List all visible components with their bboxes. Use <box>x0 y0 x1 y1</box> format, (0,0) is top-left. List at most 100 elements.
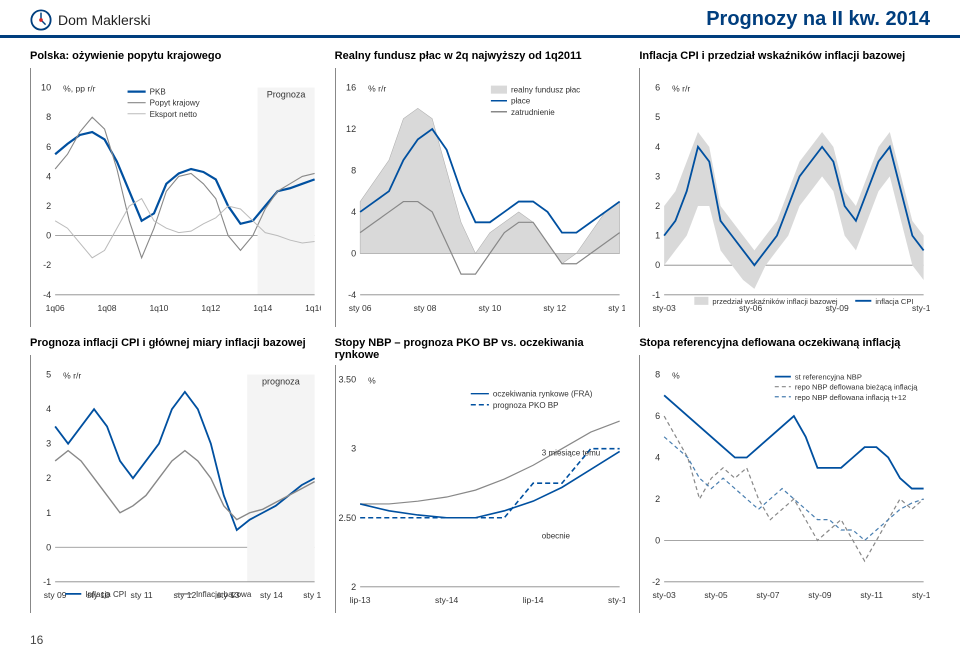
svg-text:3: 3 <box>351 443 356 453</box>
chart-cell-2: Inflacja CPI i przedział wskaźników infl… <box>639 50 930 327</box>
svg-text:płace: płace <box>511 97 531 106</box>
svg-text:sty-14: sty-14 <box>435 594 458 604</box>
svg-text:2: 2 <box>351 581 356 591</box>
logo: Dom Maklerski <box>30 9 151 31</box>
chart-title: Stopa referencyjna deflowana oczekiwaną … <box>639 337 930 351</box>
svg-text:% r/r: % r/r <box>673 84 691 94</box>
svg-text:3: 3 <box>46 438 51 448</box>
svg-text:sty 11: sty 11 <box>131 589 153 599</box>
chart-title: Inflacja CPI i przedział wskaźników infl… <box>639 50 930 64</box>
page-header: Dom Maklerski Prognozy na II kw. 2014 <box>0 0 960 38</box>
chart-3: -1012345sty 09sty 10sty 11sty 12sty 13st… <box>31 355 321 614</box>
svg-text:%: % <box>368 375 376 385</box>
svg-text:repo NBP deflowana bieżącą inf: repo NBP deflowana bieżącą inflacją <box>795 382 918 391</box>
svg-text:4: 4 <box>46 404 51 414</box>
svg-text:-2: -2 <box>43 260 51 270</box>
svg-text:3: 3 <box>655 171 660 181</box>
svg-text:3 miesiące temu: 3 miesiące temu <box>541 448 599 457</box>
svg-text:0: 0 <box>46 231 51 241</box>
svg-text:%: % <box>673 370 681 380</box>
svg-text:-1: -1 <box>652 290 660 300</box>
svg-text:0: 0 <box>655 260 660 270</box>
svg-text:0: 0 <box>655 535 660 545</box>
svg-text:lip-13: lip-13 <box>349 594 370 604</box>
svg-text:% r/r: % r/r <box>63 370 81 380</box>
svg-text:PKB: PKB <box>150 88 166 97</box>
svg-text:sty-11: sty-11 <box>861 589 884 599</box>
svg-text:obecnie: obecnie <box>541 531 570 540</box>
svg-text:lip-14: lip-14 <box>522 594 543 604</box>
svg-text:Prognoza: Prognoza <box>267 90 307 100</box>
svg-text:sty 08: sty 08 <box>413 303 436 313</box>
svg-text:4: 4 <box>655 142 660 152</box>
chart-cell-3: Prognoza inflacji CPI i głównej miary in… <box>30 337 321 614</box>
svg-text:8: 8 <box>655 369 660 379</box>
svg-text:10: 10 <box>41 83 51 93</box>
svg-text:%, pp r/r: %, pp r/r <box>63 84 95 94</box>
svg-text:6: 6 <box>655 83 660 93</box>
svg-text:sty 12: sty 12 <box>173 589 196 599</box>
svg-text:sty-13: sty-13 <box>912 589 930 599</box>
svg-text:2: 2 <box>46 473 51 483</box>
svg-text:-1: -1 <box>43 576 51 586</box>
svg-text:-2: -2 <box>652 576 660 586</box>
svg-text:16: 16 <box>346 83 356 93</box>
svg-text:sty-15: sty-15 <box>608 594 626 604</box>
svg-text:sty-12: sty-12 <box>912 303 930 313</box>
svg-text:sty 12: sty 12 <box>543 303 566 313</box>
svg-text:8: 8 <box>46 112 51 122</box>
svg-text:sty-09: sty-09 <box>809 589 832 599</box>
svg-text:sty-07: sty-07 <box>757 589 780 599</box>
svg-text:Inflacja bazowa: Inflacja bazowa <box>196 589 252 598</box>
svg-text:inflacja CPI: inflacja CPI <box>876 297 914 306</box>
svg-text:sty 14: sty 14 <box>260 589 283 599</box>
svg-text:sty 15: sty 15 <box>303 589 320 599</box>
svg-text:6: 6 <box>655 411 660 421</box>
svg-text:1q16: 1q16 <box>305 303 321 313</box>
svg-text:8: 8 <box>351 166 356 176</box>
svg-text:1q12: 1q12 <box>201 303 220 313</box>
logo-text: Dom Maklerski <box>58 12 151 28</box>
svg-text:1q10: 1q10 <box>149 303 168 313</box>
svg-text:4: 4 <box>655 452 660 462</box>
svg-text:sty-03: sty-03 <box>653 303 676 313</box>
chart-4: 2 2.50 3 3.50 lip-13 sty-14 lip-14 sty-15% oczek… <box>336 365 626 614</box>
svg-text:2: 2 <box>655 201 660 211</box>
chart-2: -10123456sty-03sty-06sty-09sty-12% r/rpr… <box>640 68 930 327</box>
svg-text:sty 10: sty 10 <box>478 303 501 313</box>
svg-text:0: 0 <box>351 248 356 258</box>
page-number: 16 <box>30 633 43 647</box>
svg-text:-4: -4 <box>348 290 356 300</box>
page-title: Prognozy na II kw. 2014 <box>706 8 930 31</box>
chart-title: Stopy NBP – prognoza PKO BP vs. oczekiwa… <box>335 337 626 361</box>
chart-title: Realny fundusz płac w 2q najwyższy od 1q… <box>335 50 626 64</box>
chart-cell-5: Stopa referencyjna deflowana oczekiwaną … <box>639 337 930 614</box>
svg-text:1: 1 <box>655 231 660 241</box>
svg-text:2.50: 2.50 <box>338 512 356 522</box>
chart-0: -4-202468101q061q081q101q121q141q16%, pp… <box>31 68 321 327</box>
svg-text:Eksport netto: Eksport netto <box>150 110 198 119</box>
svg-text:sty-05: sty-05 <box>705 589 728 599</box>
svg-text:prognoza PKO BP: prognoza PKO BP <box>493 400 559 409</box>
svg-text:1: 1 <box>46 507 51 517</box>
svg-text:przedział wskaźników inflacji: przedział wskaźników inflacji bazowej <box>713 297 838 306</box>
svg-text:sty 06: sty 06 <box>348 303 371 313</box>
svg-text:1q06: 1q06 <box>46 303 65 313</box>
chart-title: Polska: ożywienie popytu krajowego <box>30 50 321 64</box>
chart-cell-1: Realny fundusz płac w 2q najwyższy od 1q… <box>335 50 626 327</box>
svg-text:2: 2 <box>46 201 51 211</box>
svg-text:2: 2 <box>655 493 660 503</box>
chart-cell-0: Polska: ożywienie popytu krajowego -4 -2 0… <box>30 50 321 327</box>
svg-text:1q08: 1q08 <box>98 303 117 313</box>
charts-grid: Polska: ożywienie popytu krajowego -4 -2 0… <box>0 38 960 613</box>
svg-text:sty-03: sty-03 <box>653 589 676 599</box>
svg-text:zatrudnienie: zatrudnienie <box>511 108 555 117</box>
svg-text:-4: -4 <box>43 290 51 300</box>
svg-text:3.50: 3.50 <box>338 374 356 384</box>
svg-text:sty 09: sty 09 <box>44 589 67 599</box>
svg-text:st referencyjna NBP: st referencyjna NBP <box>795 372 862 381</box>
svg-text:oczekiwania rynkowe (FRA): oczekiwania rynkowe (FRA) <box>493 389 593 398</box>
chart-5: -2 0 2 4 6 8 sty-03 sty-05 sty-07 sty-09 sty-11 sty… <box>640 355 930 614</box>
svg-text:5: 5 <box>46 369 51 379</box>
chart-cell-4: Stopy NBP – prognoza PKO BP vs. oczekiwa… <box>335 337 626 614</box>
